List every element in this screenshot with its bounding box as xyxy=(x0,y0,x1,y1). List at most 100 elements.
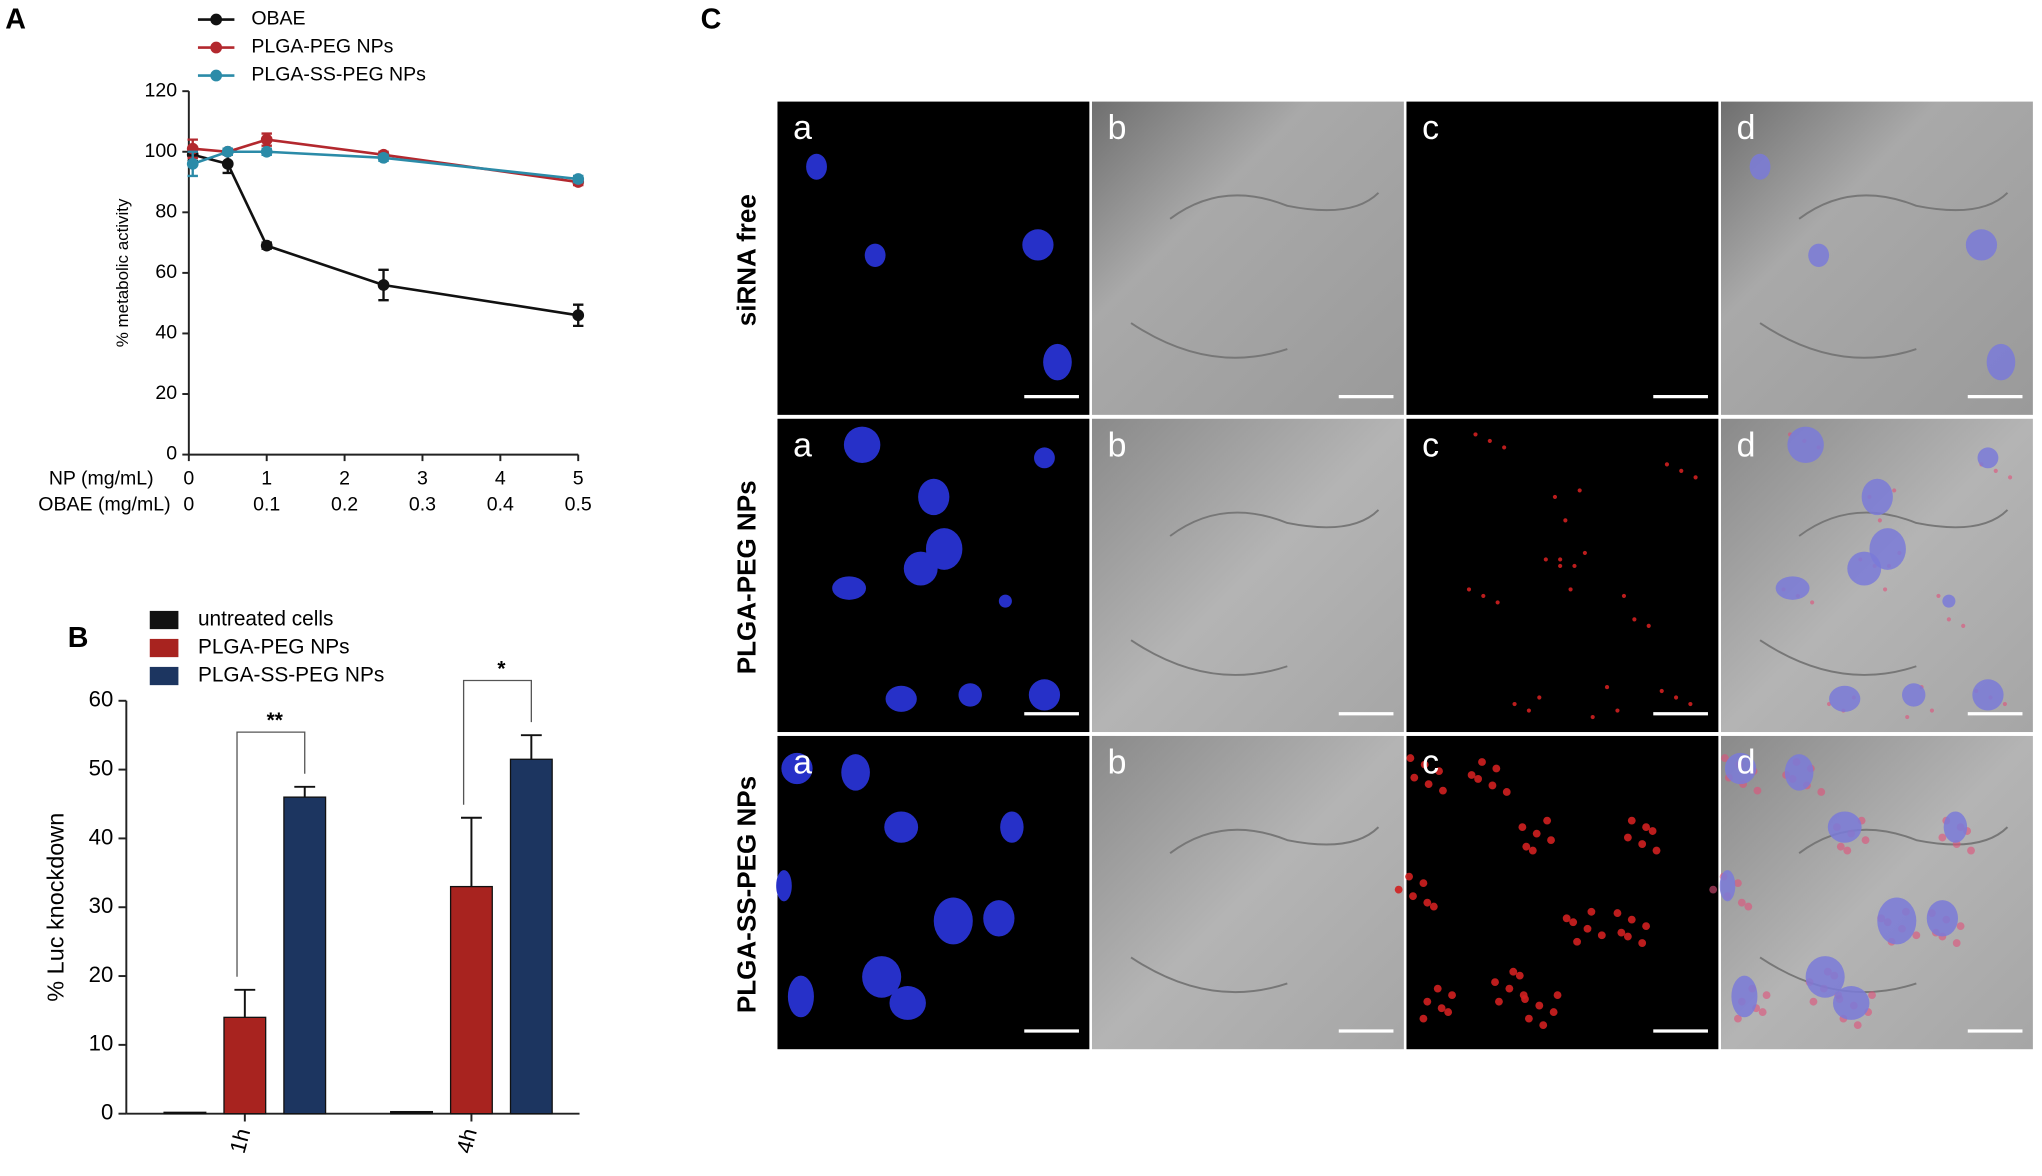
nucleus xyxy=(1847,551,1882,586)
red-signal xyxy=(1435,767,1443,776)
data-point xyxy=(260,133,273,146)
x-tick-label: 1 xyxy=(261,467,272,489)
significance-label: ** xyxy=(267,709,284,732)
error-bar xyxy=(520,734,542,760)
red-signal xyxy=(1679,468,1684,473)
column-label: b xyxy=(1108,744,1127,782)
red-signal xyxy=(1437,1004,1446,1013)
data-point xyxy=(377,279,390,291)
nucleus xyxy=(998,594,1012,608)
legend-label: OBAE xyxy=(251,8,305,30)
legend-swatch xyxy=(149,638,179,658)
red-signal xyxy=(1961,623,1966,628)
red-signal xyxy=(1467,771,1476,779)
red-signal xyxy=(1709,885,1718,894)
data-point xyxy=(260,145,273,158)
red-signal xyxy=(1420,760,1429,769)
nucleus xyxy=(1775,576,1810,600)
red-signal xyxy=(1617,928,1626,937)
legend-marker xyxy=(210,41,223,54)
nucleus xyxy=(1043,343,1072,381)
red-signal xyxy=(1642,922,1651,931)
x-tick-label: 0 xyxy=(183,467,194,489)
nucleus xyxy=(1724,752,1757,785)
data-point xyxy=(572,173,585,185)
y-tick-label: 100 xyxy=(145,140,178,162)
micrograph: a xyxy=(776,735,1090,1050)
nucleus xyxy=(832,576,867,600)
column-label: b xyxy=(1108,109,1127,147)
micrograph: d xyxy=(1720,101,2033,415)
column-label: d xyxy=(1737,426,1756,464)
red-signal xyxy=(1638,939,1647,947)
y-tick-label: 10 xyxy=(89,1031,114,1056)
nucleus xyxy=(1902,683,1926,707)
x2-tick-label: 0 xyxy=(183,494,194,516)
legend-swatch xyxy=(149,666,179,686)
image-background xyxy=(1091,101,1404,415)
red-signal xyxy=(1487,438,1492,444)
red-signal xyxy=(1512,701,1517,707)
red-signal xyxy=(1623,833,1632,842)
nucleus xyxy=(925,528,963,570)
red-signal xyxy=(2008,475,2013,480)
series-line xyxy=(192,153,579,317)
x-tick-label: 1h xyxy=(225,1126,256,1156)
red-signal xyxy=(1481,593,1486,599)
red-signal xyxy=(1419,1014,1428,1023)
red-signal xyxy=(1423,898,1432,907)
column-label: c xyxy=(1422,744,1439,782)
red-signal xyxy=(1737,898,1746,907)
red-signal xyxy=(1693,475,1698,480)
red-signal xyxy=(1956,922,1965,931)
red-signal xyxy=(1868,991,1876,1000)
red-signal xyxy=(1882,587,1888,592)
y-axis-label: % metabolic activity xyxy=(113,198,132,347)
red-signal xyxy=(1638,840,1647,848)
red-signal xyxy=(1861,836,1870,845)
bar xyxy=(449,885,493,1115)
micrograph: b xyxy=(1091,101,1404,415)
red-signal xyxy=(1439,786,1447,795)
red-signal xyxy=(1549,1008,1558,1016)
red-signal xyxy=(1502,445,1507,450)
image-background xyxy=(1406,418,1719,733)
nucleus xyxy=(1869,528,1906,570)
micrograph: d xyxy=(1709,735,2033,1050)
column-label: d xyxy=(1737,744,1756,782)
red-signal xyxy=(1495,997,1503,1006)
micrograph: a xyxy=(777,418,1090,733)
red-signal xyxy=(1627,915,1636,924)
panel-label: A xyxy=(5,3,26,35)
red-signal xyxy=(1448,991,1456,1000)
red-signal xyxy=(1558,557,1563,562)
x-tick-label: 5 xyxy=(573,467,584,489)
x2-tick-label: 0.2 xyxy=(331,494,358,516)
error-bar xyxy=(234,988,256,1018)
nucleus xyxy=(1827,811,1862,843)
bar xyxy=(390,1110,434,1115)
red-signal xyxy=(1621,593,1627,599)
red-signal xyxy=(1543,557,1548,562)
red-signal xyxy=(1568,587,1573,592)
red-signal xyxy=(1539,1021,1548,1030)
red-signal xyxy=(1597,931,1606,940)
column-label: c xyxy=(1422,426,1439,464)
red-signal xyxy=(1659,688,1664,694)
red-signal xyxy=(1558,563,1563,569)
red-signal xyxy=(1547,836,1555,845)
legend-label: PLGA-PEG NPs xyxy=(198,636,350,659)
red-signal xyxy=(1632,617,1637,622)
significance-bracket xyxy=(462,679,532,805)
row-label: PLGA-SS-PEG NPs xyxy=(732,776,762,1013)
y-tick-label: 0 xyxy=(101,1100,113,1125)
red-signal xyxy=(1967,846,1975,855)
micrograph: a xyxy=(777,101,1090,415)
red-signal xyxy=(1433,984,1442,993)
x-tick-label: 4 xyxy=(495,467,506,489)
red-signal xyxy=(1562,914,1571,923)
red-signal xyxy=(1623,932,1632,941)
red-signal xyxy=(1563,518,1568,523)
nucleus xyxy=(933,897,973,945)
